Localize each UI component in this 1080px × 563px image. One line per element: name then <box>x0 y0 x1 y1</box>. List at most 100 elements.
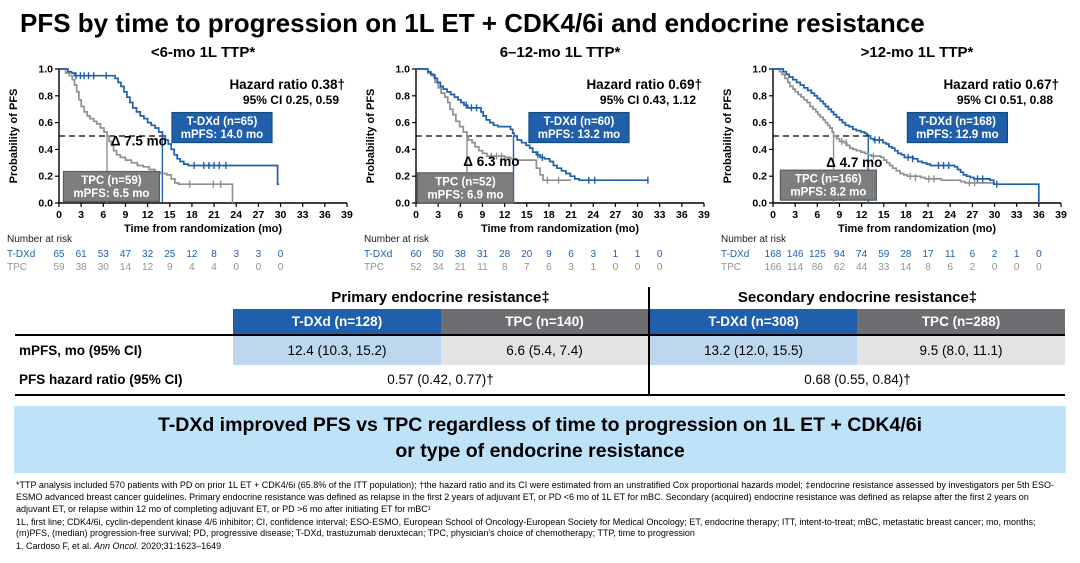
x-tick-label: 24 <box>587 209 599 221</box>
risk-value: 1 <box>635 249 641 260</box>
risk-value: 59 <box>53 262 65 273</box>
tdxd-curve <box>416 68 649 182</box>
row-label-mpfs: mPFS, mo (95% CI) <box>19 343 143 358</box>
y-tick-label: 0.0 <box>752 198 767 210</box>
risk-value: 31 <box>477 249 489 260</box>
x-tick-label: 0 <box>770 209 776 221</box>
risk-row-name: TPC <box>7 262 27 273</box>
x-tick-label: 39 <box>1055 209 1067 221</box>
chart-title: >12-mo 1L TTP* <box>861 44 974 61</box>
tdxd-legend-box-mpfs: mPFS: 12.9 mo <box>916 129 998 141</box>
tdxd-legend-box <box>171 111 273 144</box>
risk-value: 0 <box>635 262 641 273</box>
risk-value: 114 <box>787 262 803 273</box>
x-tick-label: 21 <box>565 209 577 221</box>
x-axis-label: Time from randomization (mo) <box>124 223 282 235</box>
risk-value: 21 <box>455 262 467 273</box>
risk-value: 3 <box>568 262 574 273</box>
table-row-hazard-ratio: PFS hazard ratio (95% CI) 0.57 (0.42, 0.… <box>15 365 1066 396</box>
conclusion-banner: T-DXd improved PFS vs TPC regardless of … <box>14 406 1066 474</box>
risk-value: 0 <box>657 262 663 273</box>
x-tick-label: 3 <box>78 209 84 221</box>
risk-value: 7 <box>524 262 530 273</box>
chart-title: <6-mo 1L TTP* <box>151 44 255 61</box>
risk-value: 1 <box>613 249 619 260</box>
conclusion-line-1: T-DXd improved PFS vs TPC regardless of … <box>157 414 923 436</box>
risk-value: 30 <box>98 262 110 273</box>
risk-row-name: T-DXd <box>364 249 392 260</box>
tdxd-legend-box-mpfs: mPFS: 14.0 mo <box>181 129 263 141</box>
x-tick-label: 27 <box>967 209 979 221</box>
col-header-tpc-primary: TPC (n=140) <box>441 309 650 336</box>
risk-value: 12 <box>186 249 198 260</box>
risk-value: 47 <box>120 249 132 260</box>
y-tick-label: 1.0 <box>752 64 767 76</box>
table-row-mpfs: mPFS, mo (95% CI) 12.4 (10.3, 15.2) 6.6 … <box>15 335 1066 365</box>
tdxd-legend-box-label: T-DXd (n=168) <box>919 116 996 128</box>
tdxd-legend-box-label: T-DXd (n=65) <box>187 116 258 128</box>
number-at-risk-label: Number at risk <box>7 234 73 245</box>
risk-row-name: T-DXd <box>7 249 35 260</box>
y-tick-label: 0.8 <box>395 90 410 102</box>
x-tick-label: 15 <box>164 209 176 221</box>
group-header-secondary: Secondary endocrine resistance‡ <box>648 287 1066 309</box>
x-tick-label: 6 <box>100 209 106 221</box>
col-header-tdxd-secondary: T-DXd (n=308) <box>648 309 858 336</box>
y-tick-label: 0.2 <box>395 171 410 183</box>
km-chart-gt12mo-ttp: >12-mo 1L TTP*0 3 6 9 12 15 18 21 24 27 30 33 36 390.… <box>721 44 1067 273</box>
x-tick-label: 18 <box>900 209 912 221</box>
x-tick-label: 18 <box>186 209 198 221</box>
risk-value: 0 <box>278 262 284 273</box>
tdxd-curve <box>773 68 1040 203</box>
risk-value: 62 <box>834 262 846 273</box>
tdxd-legend-box-label: T-DXd (n=60) <box>544 116 615 128</box>
x-axis-label: Time from randomization (mo) <box>838 223 996 235</box>
x-tick-label: 33 <box>654 209 666 221</box>
y-tick-label: 0.0 <box>395 198 410 210</box>
reference-prefix: 1. Cardoso F, et al. <box>16 540 95 551</box>
hazard-ratio-secondary: 0.68 (0.55, 0.84)† <box>648 365 1066 396</box>
x-tick-label: 15 <box>521 209 533 221</box>
risk-value: 14 <box>900 262 912 273</box>
risk-value: 8 <box>211 249 217 260</box>
y-tick-label: 0.6 <box>38 117 53 129</box>
hazard-ratio-text: Hazard ratio 0.67† <box>943 77 1059 92</box>
x-tick-label: 33 <box>1011 209 1023 221</box>
chart-title: 6–12-mo 1L TTP* <box>500 44 621 61</box>
risk-value: 50 <box>433 249 445 260</box>
risk-value: 168 <box>765 249 782 260</box>
y-tick-label: 0.6 <box>395 117 410 129</box>
risk-value: 6 <box>970 249 976 260</box>
risk-value: 32 <box>142 249 154 260</box>
group-header-primary: Primary endocrine resistance‡ <box>331 289 550 306</box>
y-axis-label: Probability of PFS <box>8 89 20 184</box>
x-tick-label: 21 <box>922 209 934 221</box>
footnote-reference: 1. Cardoso F, et al. Ann Oncol. 2020;31:… <box>16 541 1064 553</box>
risk-value: 11 <box>945 249 956 260</box>
risk-value: 28 <box>499 249 511 260</box>
hazard-ratio-text: Hazard ratio 0.38† <box>229 77 345 92</box>
y-tick-label: 0.2 <box>38 171 53 183</box>
risk-value: 61 <box>76 249 88 260</box>
tpc-curve <box>59 68 234 203</box>
risk-value: 9 <box>167 262 173 273</box>
risk-value: 146 <box>787 249 804 260</box>
risk-value: 0 <box>1036 249 1042 260</box>
x-tick-label: 30 <box>275 209 287 221</box>
x-tick-label: 39 <box>698 209 710 221</box>
tpc-legend-box <box>416 172 515 204</box>
risk-value: 125 <box>809 249 826 260</box>
mpfs-tdxd-secondary: 13.2 (12.0, 15.5) <box>648 335 858 365</box>
y-tick-label: 0.0 <box>38 198 53 210</box>
risk-value: 0 <box>613 262 619 273</box>
mpfs-tdxd-primary: 12.4 (10.3, 15.2) <box>233 335 441 365</box>
y-tick-label: 0.4 <box>38 144 53 156</box>
number-at-risk-label: Number at risk <box>721 234 787 245</box>
risk-value: 2 <box>970 262 976 273</box>
risk-value: 44 <box>856 262 868 273</box>
delta-annotation: Δ 6.3 mo <box>463 154 519 169</box>
x-tick-label: 9 <box>480 209 486 221</box>
risk-value: 33 <box>878 262 890 273</box>
tpc-legend-box-mpfs: mPFS: 6.9 mo <box>427 189 503 201</box>
